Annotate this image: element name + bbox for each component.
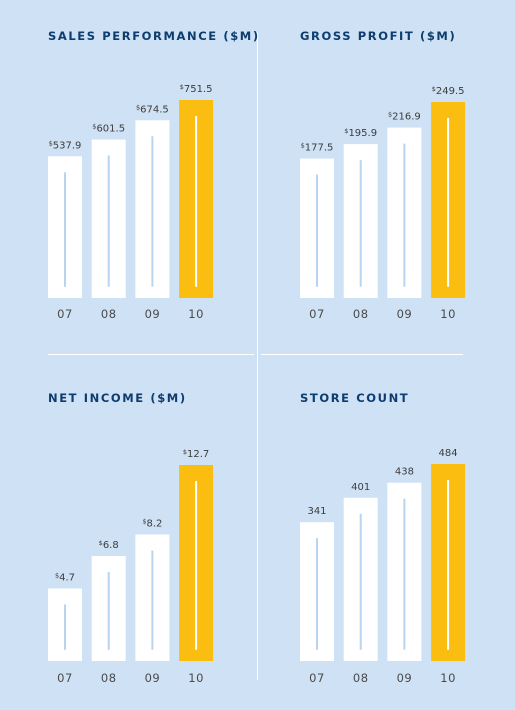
x-tick-label: 09 xyxy=(397,307,413,321)
x-tick-label: 07 xyxy=(57,671,73,685)
bar-value-label: $249.5 xyxy=(432,85,465,97)
bar-value-label: $216.9 xyxy=(388,111,421,123)
x-tick-label: 10 xyxy=(188,307,204,321)
panel-title: NET INCOME ($M) xyxy=(48,391,187,405)
chart-2: $4.7 07 $6.8 08 $8.2 09 $12.7 10 xyxy=(48,448,214,685)
bar-value-label: $177.5 xyxy=(301,142,334,154)
bar-value-label: $6.8 xyxy=(99,539,119,551)
bar-value-label: $537.9 xyxy=(49,139,82,151)
sales-performance-panel: SALES PERFORMANCE ($M) xyxy=(48,29,258,329)
net-income-panel: NET INCOME ($M) xyxy=(48,391,248,691)
panel-title: GROSS PROFIT ($M) xyxy=(300,29,457,43)
bar-value-label: $751.5 xyxy=(180,83,213,95)
panel-title: STORE COUNT xyxy=(300,391,410,405)
horizontal-divider-left xyxy=(48,354,254,355)
chart-1: $177.5 07 $195.9 08 $216.9 09 $249.5 10 xyxy=(300,85,466,321)
x-tick-label: 10 xyxy=(440,671,456,685)
panel-title: SALES PERFORMANCE ($M) xyxy=(48,29,260,43)
bar-value-label: $12.7 xyxy=(183,448,209,460)
store-count-panel: STORE COUNT xyxy=(300,391,500,691)
bar-value-label: $4.7 xyxy=(55,571,75,583)
x-tick-label: 09 xyxy=(145,671,161,685)
x-tick-label: 08 xyxy=(101,307,117,321)
bar-value-label: $8.2 xyxy=(142,517,162,529)
bar-value-label: 438 xyxy=(395,467,414,478)
bar-value-label: $674.5 xyxy=(136,103,169,115)
bar-value-label: $601.5 xyxy=(92,123,125,135)
x-tick-label: 10 xyxy=(188,671,204,685)
chart-0: $537.9 07 $601.5 08 $674.5 09 $751.5 10 xyxy=(48,83,214,321)
x-tick-label: 07 xyxy=(57,307,73,321)
gross-profit-panel: GROSS PROFIT ($M) xyxy=(300,29,500,329)
bar-value-label: $195.9 xyxy=(344,127,377,139)
chart-3: 341 07 401 08 438 09 484 10 xyxy=(300,448,466,685)
vertical-divider xyxy=(257,32,258,680)
x-tick-label: 07 xyxy=(309,671,325,685)
x-tick-label: 08 xyxy=(353,671,369,685)
x-tick-label: 08 xyxy=(353,307,369,321)
x-tick-label: 09 xyxy=(145,307,161,321)
x-tick-label: 09 xyxy=(397,671,413,685)
bar-value-label: 341 xyxy=(307,506,326,517)
bar-value-label: 484 xyxy=(439,448,458,459)
horizontal-divider-right xyxy=(261,354,463,355)
x-tick-label: 10 xyxy=(440,307,456,321)
x-tick-label: 07 xyxy=(309,307,325,321)
bar-value-label: 401 xyxy=(351,482,370,493)
x-tick-label: 08 xyxy=(101,671,117,685)
